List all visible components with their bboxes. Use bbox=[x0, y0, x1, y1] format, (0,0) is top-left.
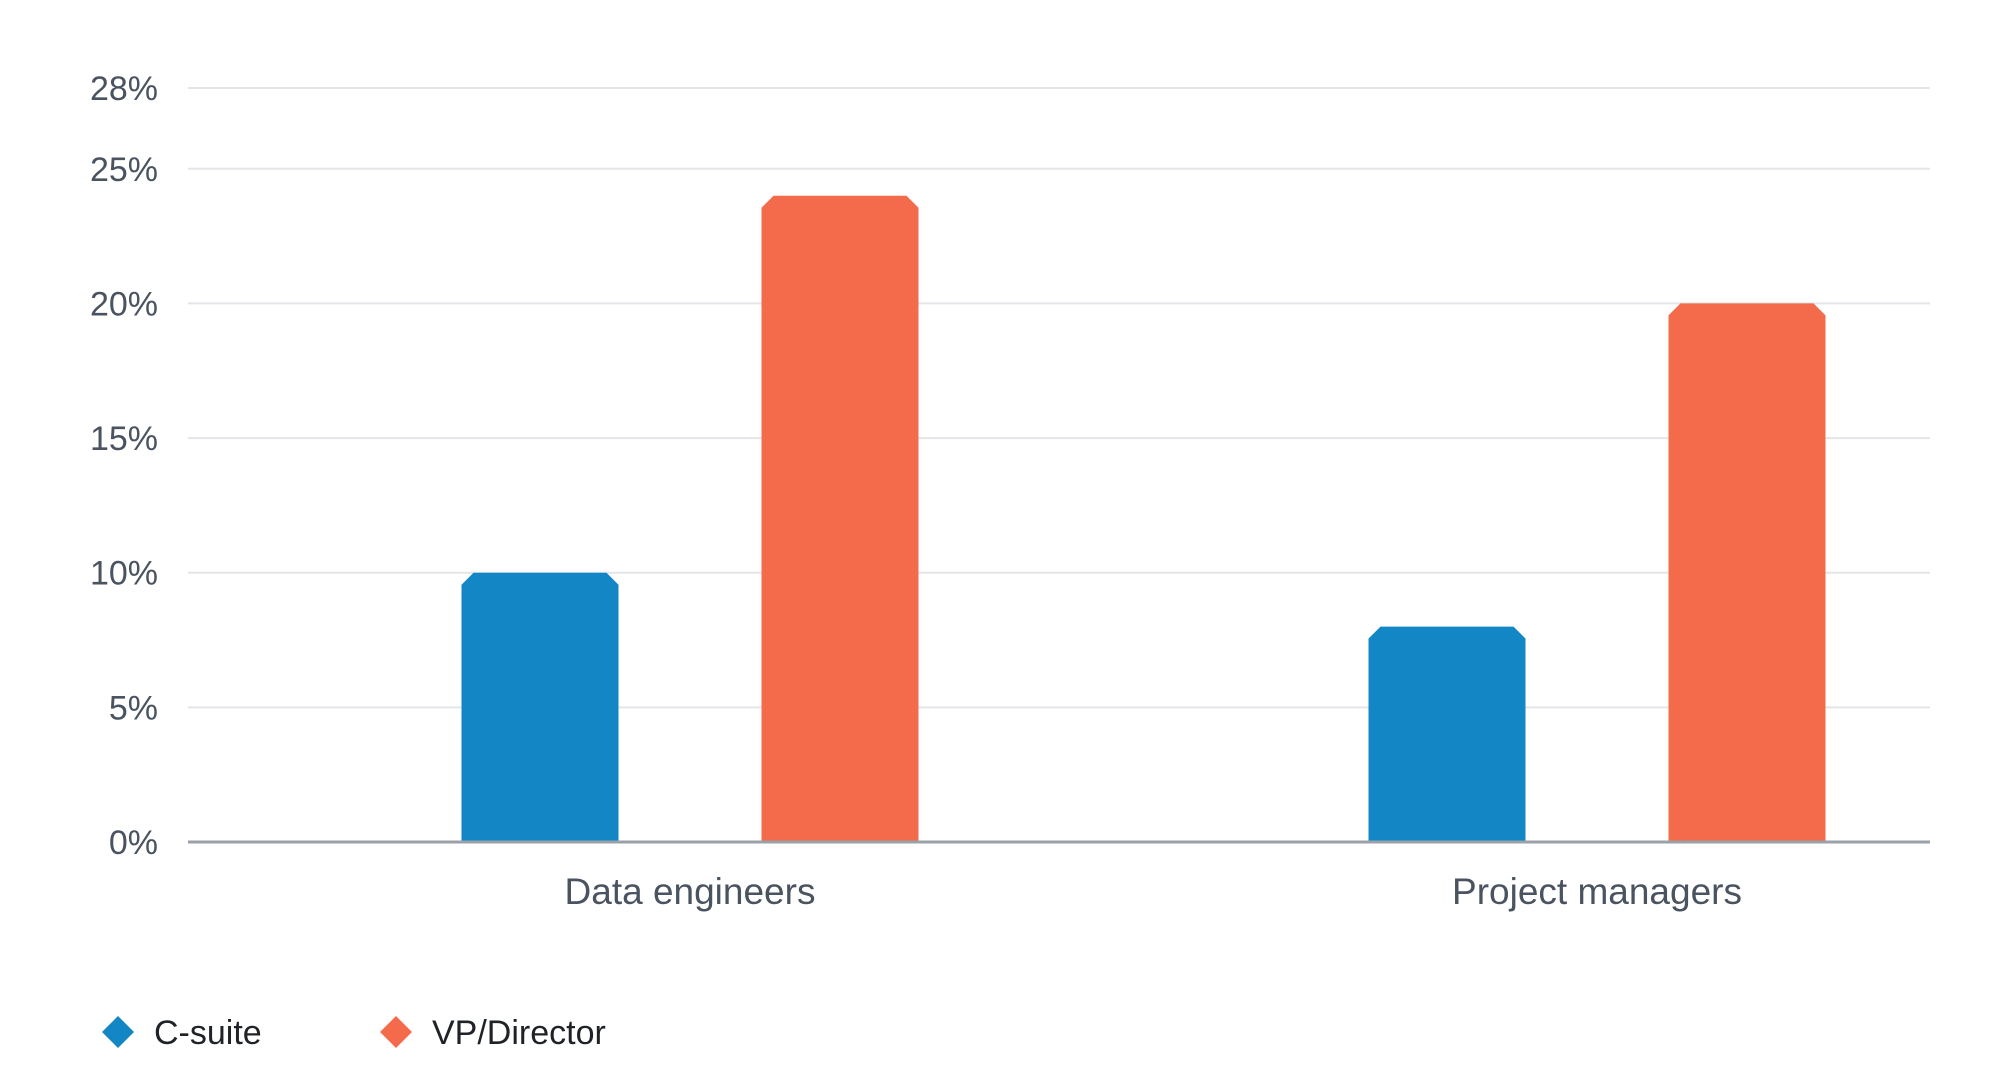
y-tick-label: 20% bbox=[90, 285, 158, 323]
legend-diamond-icon bbox=[380, 1016, 412, 1048]
bar-c-suite-1 bbox=[1368, 626, 1526, 842]
y-tick-label: 25% bbox=[90, 151, 158, 189]
legend-label: C-suite bbox=[154, 1014, 262, 1052]
y-tick-label: 0% bbox=[109, 824, 158, 862]
x-category-label: Project managers bbox=[1452, 871, 1742, 912]
y-tick-label: 5% bbox=[109, 689, 158, 727]
bars bbox=[461, 195, 1826, 842]
legend: C-suite VP/Director bbox=[102, 1014, 606, 1052]
bar-vp-director-0 bbox=[761, 195, 919, 842]
y-axis-ticks: 0% 5% 10% 15% 20% 25% 28% bbox=[90, 70, 158, 862]
bar-vp-director-1 bbox=[1668, 303, 1826, 842]
legend-diamond-icon bbox=[102, 1016, 134, 1048]
legend-label: VP/Director bbox=[432, 1014, 606, 1052]
x-category-label: Data engineers bbox=[565, 871, 816, 912]
y-tick-label: 28% bbox=[90, 70, 158, 108]
y-tick-label: 15% bbox=[90, 420, 158, 458]
y-tick-label: 10% bbox=[90, 555, 158, 593]
x-axis-categories: Data engineers Project managers bbox=[565, 871, 1742, 912]
bar-c-suite-0 bbox=[461, 572, 619, 842]
